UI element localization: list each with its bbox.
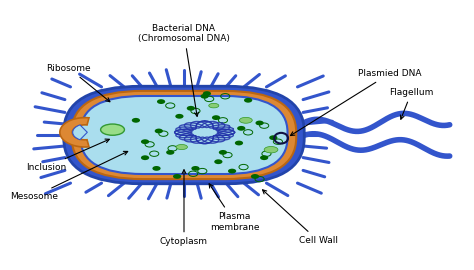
Text: Plasma
membrane: Plasma membrane bbox=[209, 184, 259, 232]
Ellipse shape bbox=[209, 103, 219, 108]
Text: Plasmied DNA: Plasmied DNA bbox=[291, 69, 421, 136]
Circle shape bbox=[212, 115, 220, 120]
Ellipse shape bbox=[239, 117, 252, 123]
FancyBboxPatch shape bbox=[64, 86, 304, 184]
Text: Mesosome: Mesosome bbox=[10, 151, 128, 201]
Circle shape bbox=[166, 150, 174, 155]
Circle shape bbox=[141, 139, 149, 144]
Circle shape bbox=[255, 121, 264, 125]
Circle shape bbox=[219, 150, 227, 155]
Circle shape bbox=[203, 91, 211, 96]
Circle shape bbox=[251, 174, 259, 179]
Circle shape bbox=[237, 126, 246, 131]
FancyBboxPatch shape bbox=[72, 91, 296, 179]
Text: Inclusion: Inclusion bbox=[26, 139, 109, 171]
Ellipse shape bbox=[176, 144, 187, 150]
Circle shape bbox=[152, 166, 161, 171]
Circle shape bbox=[235, 141, 243, 146]
Text: Cell Wall: Cell Wall bbox=[263, 190, 337, 245]
Wedge shape bbox=[73, 125, 87, 140]
Circle shape bbox=[173, 174, 181, 179]
Text: Flagellum: Flagellum bbox=[389, 88, 434, 119]
Circle shape bbox=[244, 98, 252, 103]
Circle shape bbox=[191, 166, 200, 171]
Circle shape bbox=[269, 135, 277, 140]
Circle shape bbox=[155, 129, 163, 133]
Circle shape bbox=[228, 169, 236, 174]
Circle shape bbox=[214, 159, 222, 164]
Ellipse shape bbox=[264, 147, 278, 153]
Circle shape bbox=[175, 114, 183, 119]
Text: Cytoplasm: Cytoplasm bbox=[160, 170, 208, 247]
Text: Bacterial DNA
(Chromosomal DNA): Bacterial DNA (Chromosomal DNA) bbox=[138, 24, 230, 116]
Circle shape bbox=[132, 118, 140, 123]
Ellipse shape bbox=[100, 124, 125, 135]
FancyBboxPatch shape bbox=[81, 96, 288, 174]
Polygon shape bbox=[60, 118, 89, 147]
Circle shape bbox=[157, 99, 165, 104]
Circle shape bbox=[187, 106, 195, 111]
Text: Ribosome: Ribosome bbox=[46, 64, 110, 102]
Circle shape bbox=[141, 155, 149, 160]
Circle shape bbox=[260, 155, 268, 160]
Circle shape bbox=[201, 94, 209, 99]
